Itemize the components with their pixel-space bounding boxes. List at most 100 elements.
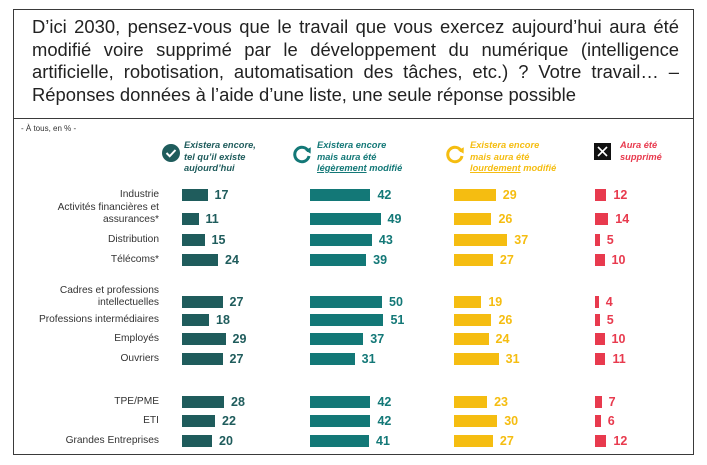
row-label: Professions intermédiaires [38,313,159,325]
header-line: Existera encore [317,140,387,150]
data-label: 19 [488,295,503,309]
data-label: 29 [232,332,247,346]
header-suffix: modifié [520,163,557,173]
data-label: 22 [222,414,236,428]
data-label: 11 [205,212,219,226]
header-line: tel qu’il existe [184,151,246,162]
data-label: 20 [219,434,233,448]
data-label: 12 [613,434,628,448]
arrow-cycle-icon [293,145,311,164]
data-label: 27 [499,253,514,267]
bar [595,234,600,246]
data-label: 26 [498,212,513,226]
data-label: 18 [216,313,230,327]
header-emphasis: légèrement [317,163,367,173]
header-emphasis: lourdement [470,163,521,173]
data-label: 27 [229,352,244,366]
data-label: 42 [377,414,392,428]
bar [595,254,605,266]
bar [182,353,223,365]
data-label: 14 [615,212,630,226]
header-line: Aura été [620,140,658,150]
data-label: 27 [499,434,514,448]
row-label: Télécoms* [110,253,159,265]
data-label: 4 [605,295,613,309]
header-lourdement-modifie: Existera encore mais aura été lourdement… [470,140,556,175]
bar [182,435,212,447]
bar [595,296,599,308]
bar [454,435,493,447]
row-label: Cadres et professions intellectuelles [59,285,159,308]
bar [310,314,384,326]
question-line-3: artificielle, robotisation, automatisati… [32,61,679,82]
data-label: 28 [231,395,245,409]
bar [310,415,371,427]
data-label: 37 [514,233,529,247]
bar [182,254,218,266]
bar [595,415,601,427]
bar [182,314,209,326]
data-label: 23 [494,395,509,409]
row-label: Industrie [119,188,159,200]
header-line: Existera encore, [184,140,256,150]
header-line: mais aura été [470,151,530,162]
header-line: supprimé [620,151,662,162]
row-label: Ouvriers [120,352,160,364]
header-line: aujourd’hui [184,163,235,173]
bar [182,415,215,427]
header-suffix: modifié [366,163,403,173]
data-label: 26 [498,313,513,327]
data-label: 27 [229,295,244,309]
bar [454,314,492,326]
bar [595,435,607,447]
bar [310,213,381,225]
header-line: mais aura été [317,151,377,162]
data-label: 24 [495,332,510,346]
bar [454,353,499,365]
bar [182,234,205,246]
data-label: 11 [612,352,626,366]
row-label: Employés [114,332,159,344]
bar [310,396,371,408]
data-label: 10 [611,332,626,346]
bar [310,353,355,365]
data-label: 43 [378,233,393,247]
bar [182,333,226,345]
data-label: 17 [214,188,229,202]
data-label: 6 [607,414,615,428]
bar [595,213,609,225]
row-label: Grandes Entreprises [65,434,159,446]
question-line-4: Réponses données à l’aide d’une liste, u… [32,83,576,105]
row-label: ETI [143,414,159,426]
bar [310,234,372,246]
data-label: 12 [613,188,628,202]
bar [454,189,496,201]
arrow-cycle-icon [446,145,464,164]
row-label: Activités financières et assurances* [57,202,159,225]
bar [454,396,488,408]
data-label: 31 [361,352,376,366]
data-label: 49 [387,212,402,226]
bar [454,415,498,427]
data-label: 31 [505,352,520,366]
data-label: 50 [389,295,403,309]
data-label: 15 [211,233,226,247]
bar [454,213,492,225]
data-label: 10 [611,253,626,267]
bar [310,296,382,308]
question-line-2: modifié voire supprimé par le développem… [32,38,679,60]
row-label: TPE/PME [114,395,159,407]
header-line: Existera encore [470,140,540,150]
bar [595,314,600,326]
bar [182,213,199,225]
bar [595,353,606,365]
data-label: 37 [370,332,385,346]
bar [310,254,367,266]
data-label: 42 [377,395,392,409]
data-label: 5 [606,233,614,247]
header-existera-encore: Existera encore, tel qu’il existe aujour… [184,140,256,175]
bar [595,396,602,408]
row-label: Distribution [108,233,159,245]
bar [454,254,493,266]
x-box-icon [594,143,611,160]
